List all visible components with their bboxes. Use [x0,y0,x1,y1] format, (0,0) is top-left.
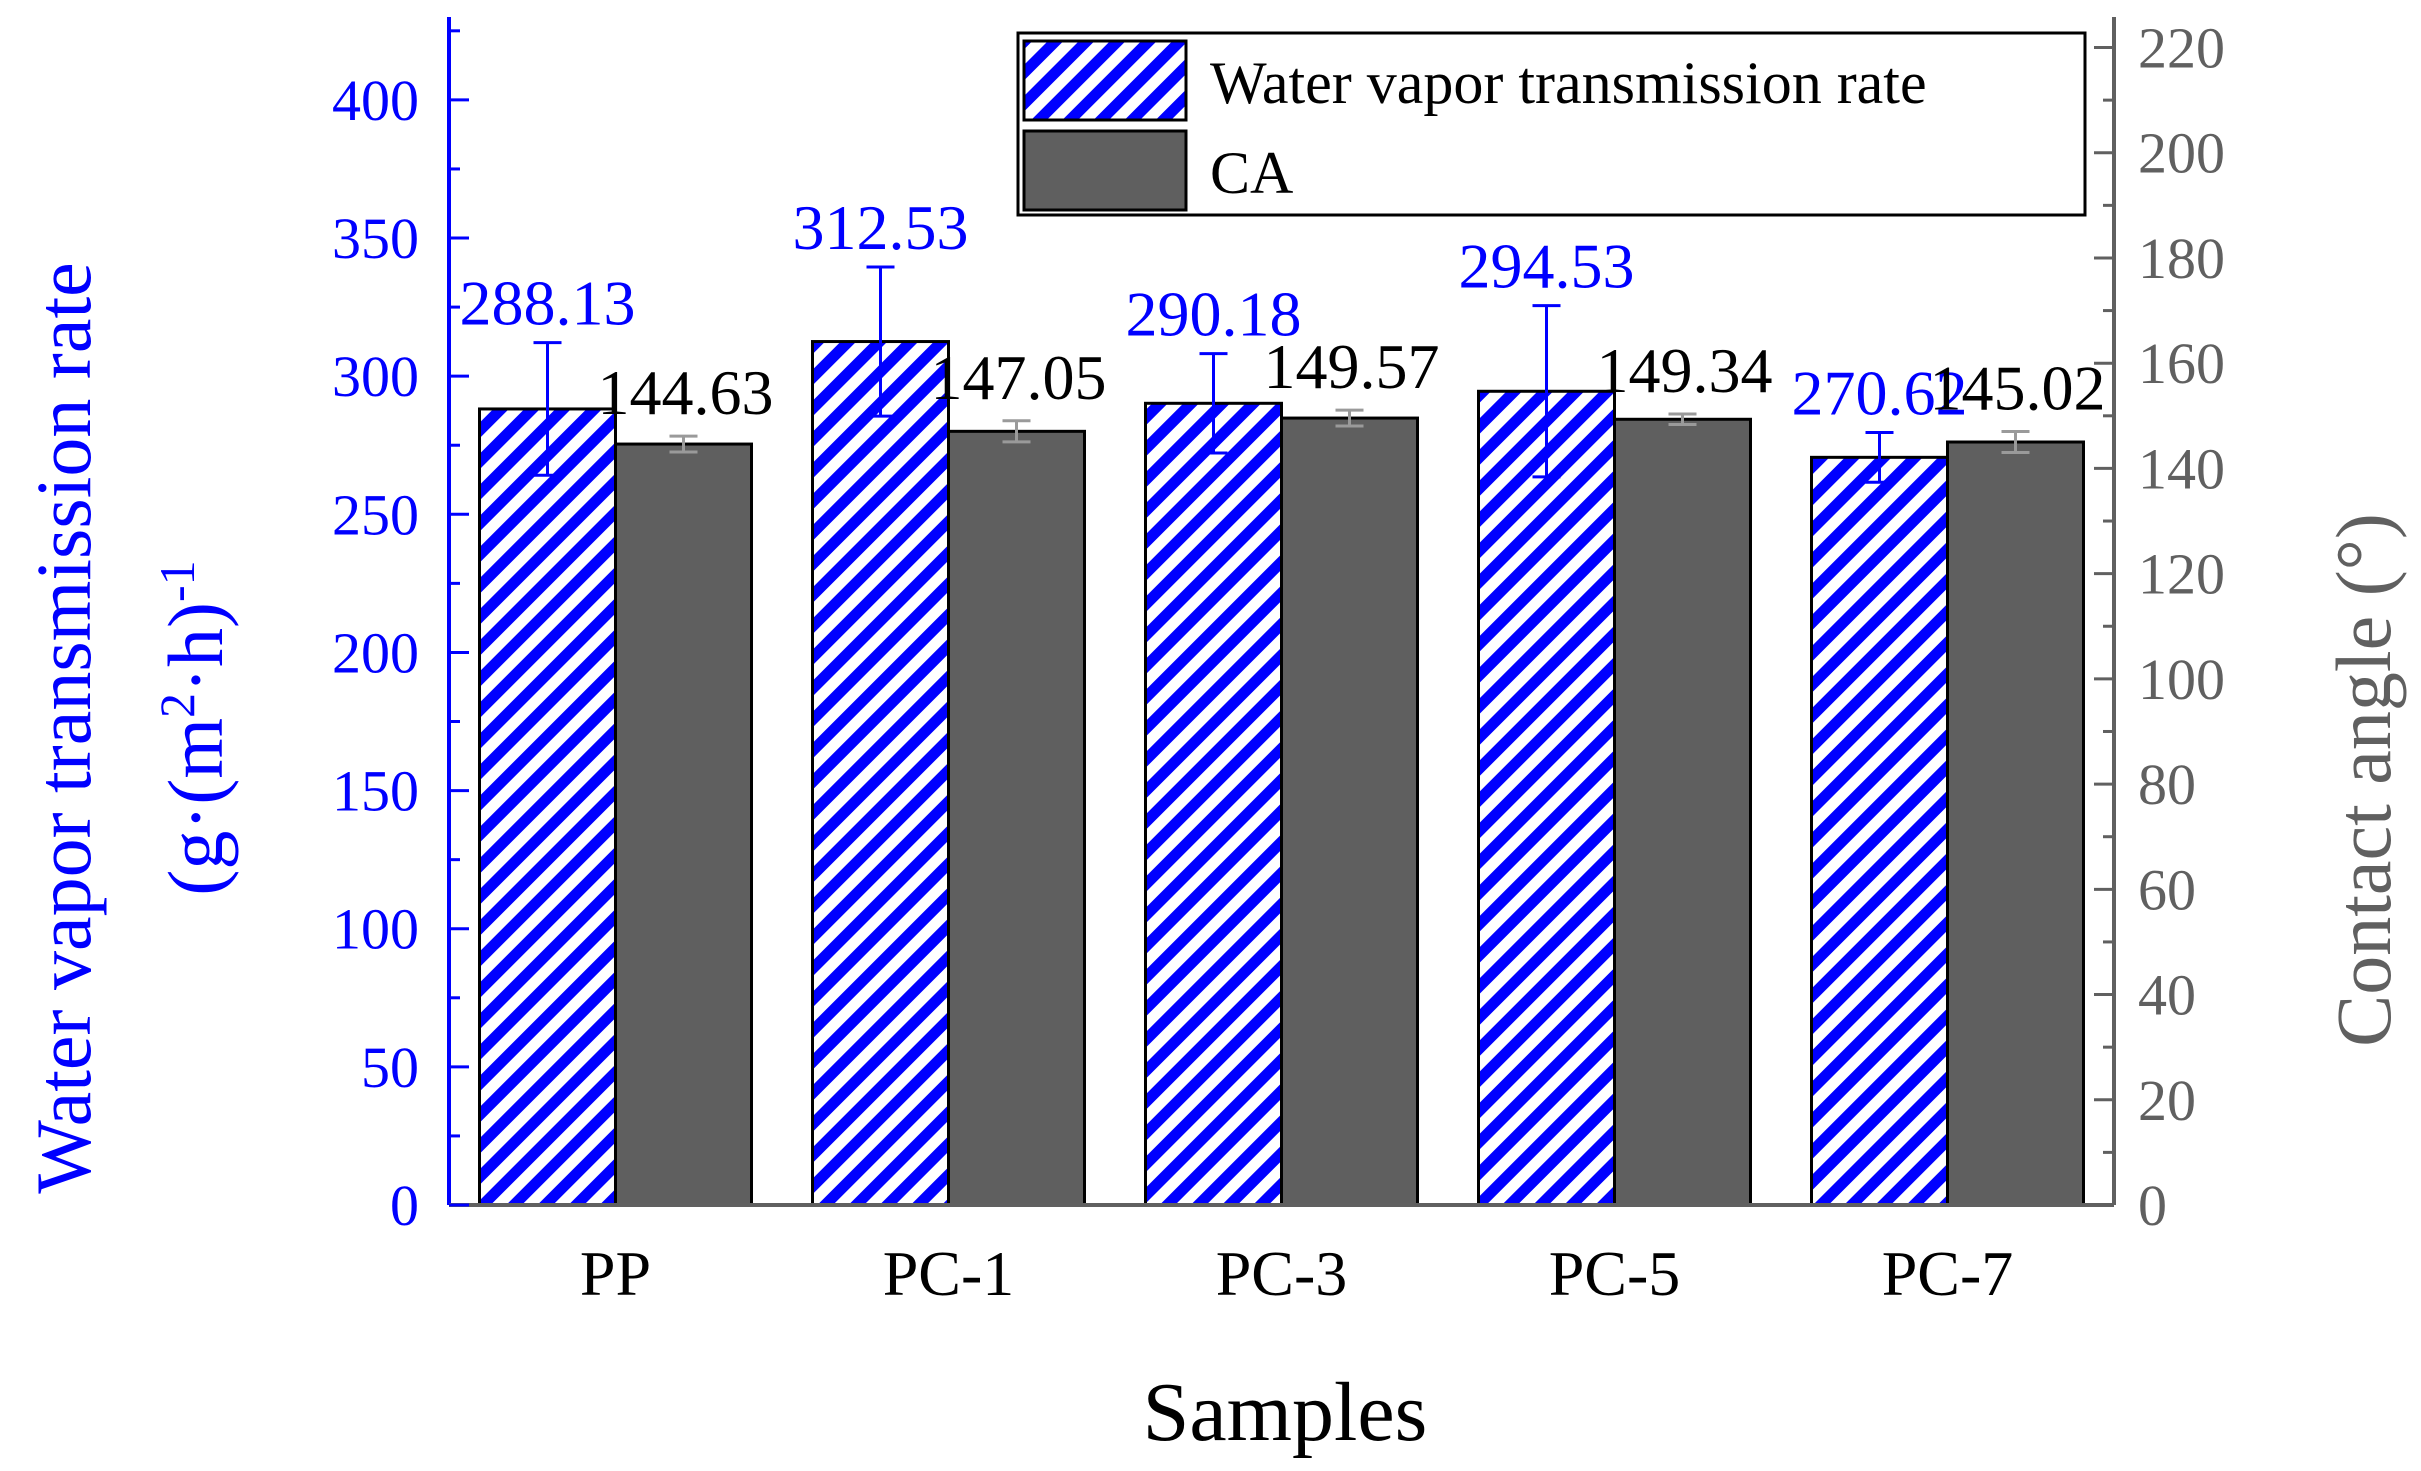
y-left-tick-label-300: 300 [332,344,419,409]
errorbar-ca-pc-1 [1002,419,1031,444]
y-right-tick-label-220: 220 [2138,16,2225,81]
y-left-tick-label-400: 400 [332,68,419,133]
y-right-tick-label-40: 40 [2138,963,2196,1028]
label-wvtr-pc-7: 270.62 [1792,357,1968,428]
y-left-title-line2: (g·(m2·h)-1 [149,560,239,895]
y-left-tick-label-100: 100 [332,897,419,962]
y-right-tick-label-180: 180 [2138,226,2225,291]
bar-ca-pc-1 [947,429,1086,1207]
y-right-tick-label-160: 160 [2138,331,2225,396]
label-wvtr-pc-1: 312.53 [793,192,969,263]
legend-label-ca: CA [1210,140,1293,206]
y-left-tick-label-200: 200 [332,620,419,685]
y-left-title-part1: (g·(m [152,718,239,896]
x-tick-label-pc-7: PC-7 [1882,1238,2014,1309]
label-ca-pc-3: 149.57 [1264,331,1440,402]
y-right-tick-label-140: 140 [2138,436,2225,501]
y-left-tick-label-250: 250 [332,482,419,547]
errorbar-ca-pc-3 [1335,408,1364,428]
legend-label-wvtr: Water vapor transmission rate [1210,50,1927,116]
y-left-title-part2: ·h) [152,602,239,693]
bar-ca-pc-5 [1613,417,1752,1207]
errorbar-wvtr-pc-3 [1199,352,1228,455]
errorbar-wvtr-pc-5 [1532,304,1561,479]
bar-wvtr-pc-1 [811,340,950,1207]
bar-ca-pc-7 [1946,440,2085,1207]
label-wvtr-pp: 288.13 [460,268,636,339]
bar-wvtr-pc-5 [1477,389,1616,1207]
errorbar-ca-pc-7 [2001,429,2030,455]
y-left-title-sup2: -1 [149,560,205,602]
bar-ca-pc-3 [1280,416,1419,1207]
y-right-tick-label-120: 120 [2138,542,2225,607]
errorbar-ca-pc-5 [1668,412,1697,427]
errorbar-wvtr-pc-1 [866,265,895,418]
y-right-tick-label-100: 100 [2138,647,2225,712]
errorbar-wvtr-pc-7 [1865,430,1894,484]
bar-wvtr-pp [478,407,617,1207]
legend-swatch-wvtr [1022,39,1188,122]
y-right-tick-label-0: 0 [2138,1173,2167,1238]
label-wvtr-pc-5: 294.53 [1459,231,1635,302]
bar-ca-pp [614,442,753,1207]
y-right-tick-label-80: 80 [2138,752,2196,817]
legend-box [1016,31,2087,217]
y-right-title: Contact angle (°) [2320,513,2407,1047]
y-left-title-line1: Water vapor transmission rate [20,262,107,1194]
x-tick-label-pc-1: PC-1 [883,1238,1015,1309]
label-ca-pc-7: 145.02 [1930,352,2106,423]
label-wvtr-pc-3: 290.18 [1126,279,1302,350]
x-tick-label-pp: PP [580,1238,651,1309]
legend-swatch-ca [1022,129,1188,212]
x-tick-label-pc-3: PC-3 [1216,1238,1348,1309]
legend: Water vapor transmission rate CA [1016,31,2087,217]
y-right-tick-label-60: 60 [2138,857,2196,922]
errorbar-wvtr-pp [533,341,562,477]
y-left-tick-label-350: 350 [332,206,419,271]
y-left-title-sup1: 2 [149,693,205,718]
bar-wvtr-pc-3 [1144,401,1283,1207]
y-left-tick-label-0: 0 [390,1173,419,1238]
x-axis-title: Samples [1143,1366,1428,1459]
bar-wvtr-pc-7 [1810,455,1949,1207]
label-ca-pc-1: 147.05 [931,342,1107,413]
y-right-tick-label-20: 20 [2138,1068,2196,1133]
label-ca-pp: 144.63 [598,357,774,428]
errorbar-ca-pp [669,434,698,454]
y-left-tick-label-50: 50 [361,1035,419,1100]
label-ca-pc-5: 149.34 [1597,335,1773,406]
y-left-tick-label-150: 150 [332,759,419,824]
x-tick-label-pc-5: PC-5 [1549,1238,1681,1309]
y-right-tick-label-200: 200 [2138,121,2225,186]
